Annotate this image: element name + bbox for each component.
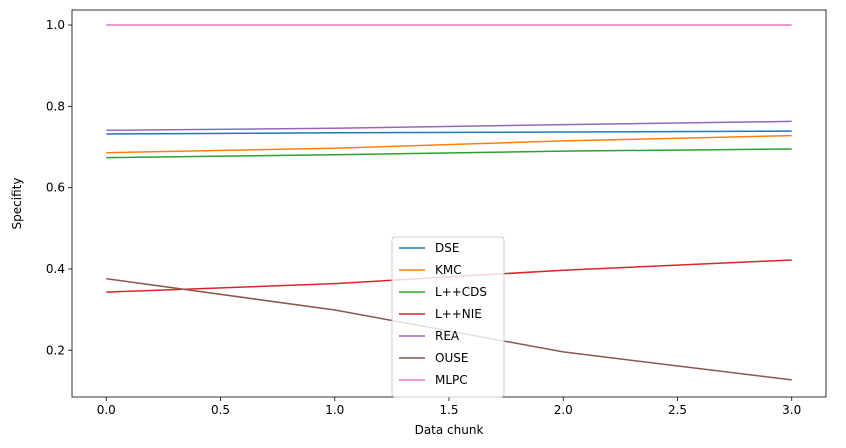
series-line-l-cds bbox=[106, 148, 792, 159]
y-axis-label: Specifity bbox=[10, 178, 24, 230]
x-tick-label: 2.0 bbox=[554, 403, 573, 417]
legend-entry-label: L++CDS bbox=[435, 285, 487, 299]
legend-entry-label: MLPC bbox=[435, 373, 468, 387]
x-axis-label: Data chunk bbox=[415, 423, 484, 437]
x-axis: 0.0 0.5 1.0 1.5 2.0 2.5 3.0 bbox=[97, 397, 801, 417]
x-tick-label: 3.0 bbox=[782, 403, 801, 417]
y-tick-label: 1.0 bbox=[46, 18, 65, 32]
series-line-kmc bbox=[106, 134, 792, 154]
x-tick-label: 1.5 bbox=[439, 403, 458, 417]
series-line-rea bbox=[106, 120, 792, 132]
y-axis: 0.2 0.4 0.6 0.8 1.0 bbox=[46, 18, 72, 357]
legend-entry-label: OUSE bbox=[435, 351, 468, 365]
y-tick-label: 0.2 bbox=[46, 343, 65, 357]
series-line-dse bbox=[106, 130, 792, 135]
legend-entry-label: DSE bbox=[435, 241, 459, 255]
x-tick-label: 2.5 bbox=[668, 403, 687, 417]
legend-box bbox=[391, 236, 505, 398]
x-tick-label: 0.5 bbox=[211, 403, 230, 417]
x-tick-label: 1.0 bbox=[325, 403, 344, 417]
x-tick-label: 0.0 bbox=[97, 403, 116, 417]
y-tick-label: 0.8 bbox=[46, 99, 65, 113]
y-tick-label: 0.4 bbox=[46, 262, 65, 276]
legend-entry-label: KMC bbox=[435, 263, 462, 277]
legend-entry-label: REA bbox=[435, 329, 460, 343]
legend-entry-label: L++NIE bbox=[435, 307, 482, 321]
y-tick-label: 0.6 bbox=[46, 181, 65, 195]
legend: DSE KMC L++CDS L++NIE REA OUSE MLPC bbox=[391, 236, 505, 398]
